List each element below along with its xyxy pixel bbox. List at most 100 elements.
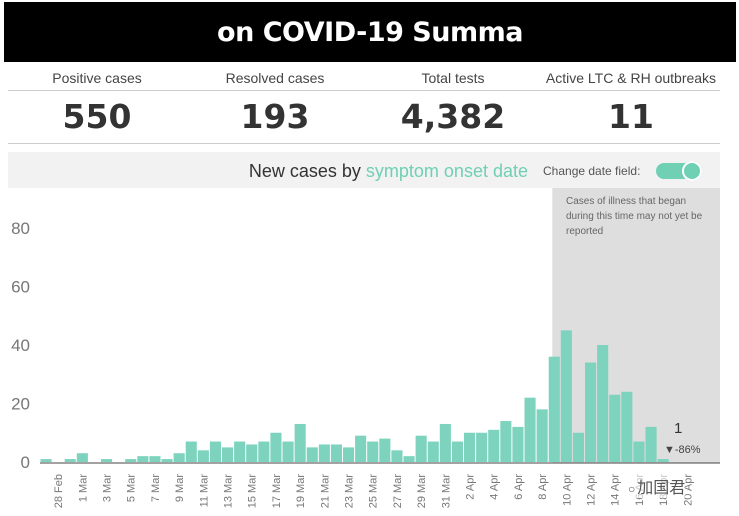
kpi-label-total-tests: Total tests (421, 70, 485, 86)
x-tick-label: 15 Mar (247, 474, 259, 509)
x-tick-label: 10 Apr (561, 474, 573, 506)
bar-day-32 (427, 441, 439, 462)
bar-day-43 (560, 330, 572, 462)
bar-day-8 (137, 456, 149, 462)
cases-bar-chart: 0 20 40 60 80 28 Feb 1 Mar 3 Mar 5 Mar 7 Mar 9 Mar… (11, 188, 720, 509)
wechat-icon: ○ (628, 482, 636, 496)
date-field-toggle[interactable] (656, 161, 702, 181)
dashboard-banner: on COVID-19 Summa (4, 2, 736, 62)
bar-day-33 (439, 423, 451, 462)
bar-day-5 (101, 459, 113, 462)
chart-title-accent: symptom onset date (365, 161, 528, 181)
x-tick-label: 13 Mar (222, 474, 234, 509)
x-tick-label: 7 Mar (150, 474, 162, 502)
bar-day-36 (476, 432, 488, 462)
y-tick-label: 20 (11, 395, 30, 414)
bar-day-23 (318, 444, 330, 462)
x-tick-label: 29 Mar (416, 474, 428, 509)
y-tick-label: 0 (21, 453, 30, 472)
bar-day-31 (415, 435, 427, 462)
x-tick-label: 12 Apr (585, 474, 597, 506)
bar-day-13 (197, 450, 209, 462)
kpi-label-active-outbreaks: Active LTC & RH outbreaks (545, 70, 717, 86)
unreported-shade-region (552, 188, 720, 463)
bar-day-2 (64, 459, 76, 462)
bar-day-37 (488, 429, 500, 462)
bar-day-26 (355, 435, 367, 462)
bar-day-0 (40, 459, 52, 462)
bar-day-39 (512, 426, 524, 462)
reporting-delay-note: Cases of illness that began during this … (566, 196, 703, 237)
y-tick-label: 60 (11, 278, 30, 297)
bar-day-45 (585, 362, 597, 462)
kpi-value-total-tests: 4,382 (400, 97, 506, 136)
x-tick-label: 3 Mar (101, 474, 113, 502)
x-tick-label: 6 Apr (513, 474, 525, 500)
x-tick-label: 9 Mar (174, 474, 186, 502)
bar-day-27 (367, 441, 379, 462)
bar-day-48 (621, 391, 633, 462)
chart-title-prefix: New cases by (248, 161, 366, 181)
x-tick-label: 2 Apr (464, 474, 476, 500)
y-tick-label: 80 (11, 219, 30, 238)
chart-header: New cases by symptom onset date Change d… (8, 152, 720, 188)
bar-day-42 (548, 356, 560, 462)
bar-day-15 (222, 447, 234, 462)
bar-day-19 (270, 432, 282, 462)
bar-day-17 (246, 444, 258, 462)
bar-day-20 (282, 441, 294, 462)
bar-day-50 (645, 426, 657, 462)
y-tick-label: 40 (11, 336, 30, 355)
kpi-value-positive-cases: 550 (62, 97, 132, 136)
x-tick-label: 27 Mar (392, 474, 404, 509)
kpi-label-resolved-cases: Resolved cases (225, 70, 325, 86)
bar-day-46 (597, 345, 609, 462)
bar-day-49 (633, 441, 645, 462)
kpi-value-active-outbreaks: 11 (608, 97, 654, 136)
watermark-text: 加国君 (637, 480, 686, 497)
bar-day-47 (609, 394, 621, 462)
kpi-panel: Positive cases Resolved cases Total test… (8, 66, 720, 144)
x-tick-label: 21 Mar (319, 474, 331, 509)
x-tick-label: 19 Mar (295, 474, 307, 509)
bar-day-10 (161, 459, 173, 462)
x-tick-label: 1 Mar (77, 474, 89, 502)
toggle-knob[interactable] (682, 161, 702, 181)
bar-day-18 (258, 441, 270, 462)
bar-day-34 (451, 441, 463, 462)
toggle-label: Change date field: (543, 164, 641, 178)
x-tick-label: 28 Feb (53, 474, 65, 508)
change-label: -86% (674, 444, 701, 456)
x-tick-label: 4 Apr (489, 474, 501, 500)
bar-day-29 (391, 450, 403, 462)
x-tick-label: 31 Mar (440, 474, 452, 509)
bar-day-11 (173, 453, 185, 462)
last-value-label: 1 (674, 420, 683, 437)
watermark: ○ 加国君 (628, 474, 686, 498)
down-triangle-icon: ▼ (664, 444, 675, 456)
x-tick-label: 17 Mar (271, 474, 283, 509)
bar-day-14 (209, 441, 221, 462)
bar-day-24 (330, 444, 342, 462)
x-tick-label: 8 Apr (537, 474, 549, 500)
bar-day-30 (403, 456, 415, 462)
bar-day-3 (76, 453, 88, 462)
x-tick-label: 23 Mar (343, 474, 355, 509)
bar-day-40 (524, 397, 536, 462)
chart-title: New cases by symptom onset date (8, 152, 528, 188)
dashboard-title: on COVID-19 Summa (217, 16, 523, 48)
x-tick-label: 25 Mar (368, 474, 380, 509)
change-indicator: ▼-86% (664, 444, 701, 456)
x-tick-label: 11 Mar (198, 474, 210, 508)
bar-day-9 (149, 456, 161, 462)
x-tick-label: 14 Apr (610, 474, 622, 506)
kpi-value-resolved-cases: 193 (240, 97, 310, 136)
bar-day-25 (343, 447, 355, 462)
bar-day-51 (657, 459, 669, 462)
bar-day-21 (294, 423, 306, 462)
bar-day-38 (500, 421, 512, 462)
x-tick-label: 5 Mar (126, 474, 138, 502)
bar-day-35 (464, 432, 476, 462)
bar-day-16 (234, 441, 246, 462)
bar-day-44 (572, 432, 584, 462)
